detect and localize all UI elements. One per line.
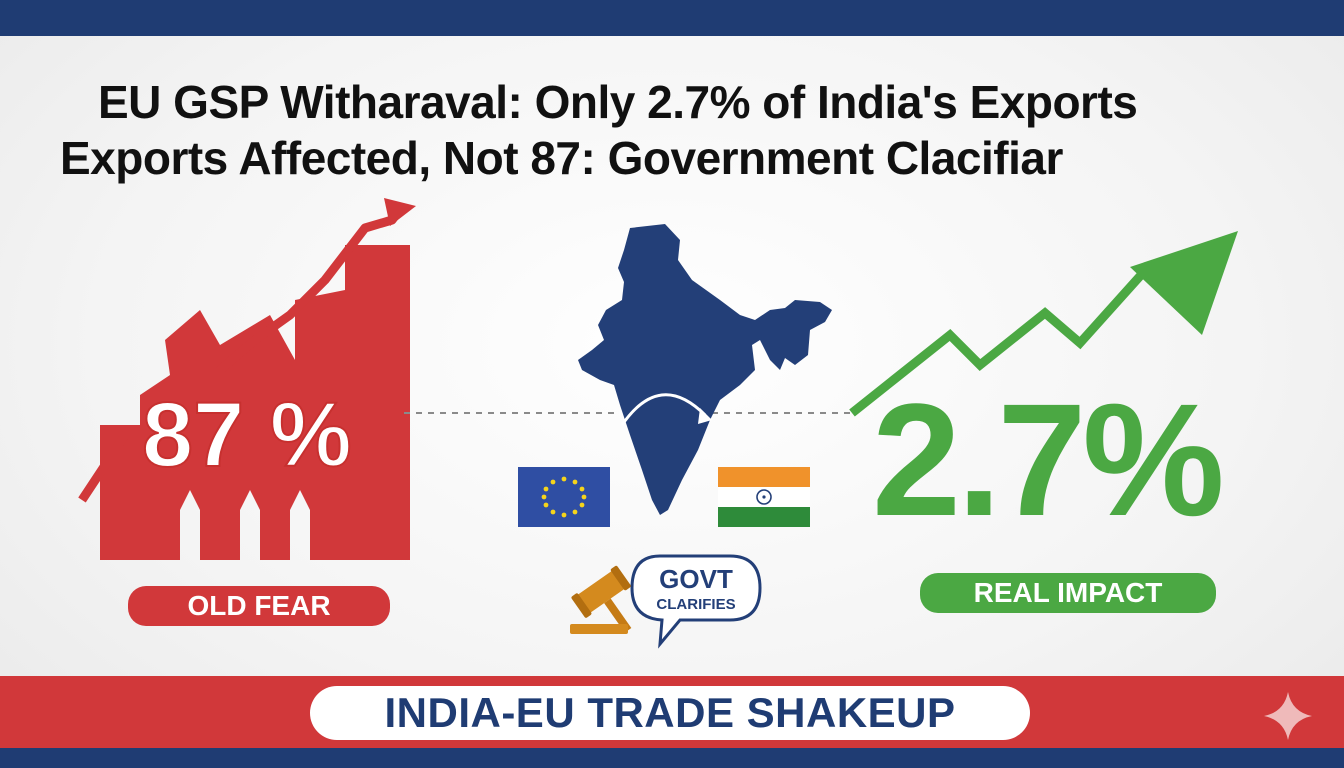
sparkle-icon — [1264, 692, 1312, 740]
bubble-text-clarifies: CLARIFIES — [656, 596, 736, 613]
gavel-icon — [570, 565, 632, 634]
green-trend-arrow-icon — [849, 231, 1238, 417]
india-flag-icon — [718, 467, 810, 527]
headline-line-1: EU GSP Witharaval: Only 2.7% of India's … — [98, 76, 1138, 128]
top-navy-bar — [0, 0, 1344, 36]
real-impact-percent: 2.7% — [872, 370, 1225, 549]
footer-navy-bar — [0, 748, 1344, 768]
speech-bubble-icon — [630, 554, 762, 649]
footer-banner: INDIA-EU TRADE SHAKEUP — [310, 686, 1030, 740]
old-fear-percent: 87 % — [141, 384, 353, 486]
bubble-text-govt: GOVT — [659, 564, 733, 594]
dashed-connector — [404, 412, 852, 414]
headline-line-2: Exports Affected, Not 87: Government Cla… — [60, 132, 1063, 184]
real-impact-label: REAL IMPACT — [920, 573, 1216, 613]
eu-flag-icon — [518, 467, 610, 527]
old-fear-label: OLD FEAR — [128, 586, 390, 626]
india-map-icon — [578, 224, 832, 515]
red-bar-chart-icon — [78, 198, 416, 560]
